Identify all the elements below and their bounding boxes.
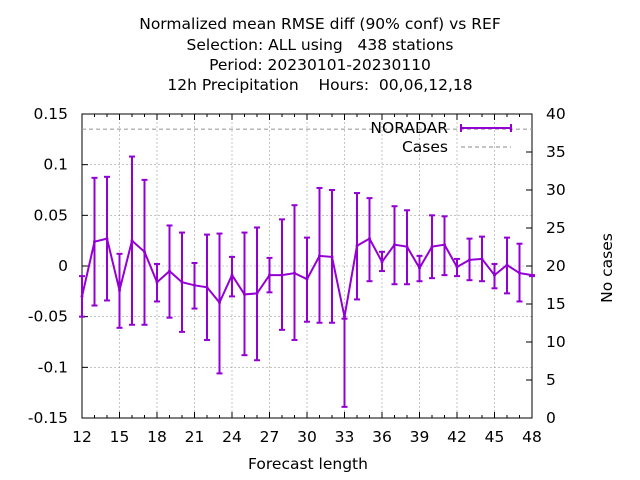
y-tick-label: -0.05 — [28, 308, 68, 326]
noradar-point — [393, 243, 396, 247]
noradar-point — [230, 273, 234, 277]
title-line-3: Period: 20230101-20230110 — [209, 56, 431, 74]
y2-tick-label: 40 — [546, 105, 566, 123]
y2-tick-label: 20 — [546, 257, 566, 275]
noradar-point — [168, 269, 171, 273]
noradar-point — [218, 300, 221, 304]
noradar-point — [280, 273, 284, 277]
y2-tick-label: 15 — [546, 295, 566, 313]
title-line-2: Selection: ALL using 438 stations — [186, 36, 454, 54]
y2-tick-label: 0 — [546, 409, 556, 427]
legend-label-cases: Cases — [402, 138, 448, 156]
noradar-point — [380, 260, 384, 264]
noradar-point — [493, 273, 496, 277]
x-tick-label: 21 — [185, 428, 205, 446]
x-tick-label: 24 — [222, 428, 242, 446]
y2-tick-label: 25 — [546, 219, 566, 237]
noradar-point — [468, 258, 471, 262]
title-line-1: Normalized mean RMSE diff (90% conf) vs … — [139, 15, 501, 33]
noradar-point — [405, 245, 409, 249]
noradar-point — [418, 266, 421, 270]
noradar-point — [368, 237, 371, 241]
y2-axis-label: No cases — [598, 233, 616, 303]
y-tick-label: 0.15 — [33, 105, 68, 123]
x-tick-label: 30 — [297, 428, 317, 446]
y-tick-label: 0 — [58, 257, 68, 275]
noradar-point — [105, 237, 109, 241]
x-tick-label: 42 — [447, 428, 467, 446]
noradar-point — [93, 240, 96, 244]
noradar-point — [180, 280, 184, 284]
y-tick-label: 0.05 — [33, 206, 68, 224]
noradar-point — [505, 263, 509, 267]
x-tick-label: 36 — [372, 428, 392, 446]
x-tick-label: 18 — [147, 428, 167, 446]
y-tick-label: -0.15 — [28, 409, 68, 427]
x-tick-label: 12 — [72, 428, 92, 446]
noradar-point — [530, 273, 534, 277]
noradar-point — [330, 255, 334, 259]
noradar-point — [355, 244, 359, 248]
noradar-point — [130, 239, 134, 243]
noradar-point — [118, 288, 121, 292]
x-axis-label: Forecast length — [248, 455, 368, 473]
noradar-point — [143, 250, 146, 254]
y-tick-label: 0.1 — [43, 156, 68, 174]
noradar-point — [255, 291, 259, 295]
noradar-point — [443, 243, 446, 247]
y-tick-label: -0.1 — [38, 358, 68, 376]
noradar-point — [455, 265, 459, 269]
noradar-point — [80, 294, 84, 298]
x-tick-label: 33 — [335, 428, 355, 446]
noradar-point — [518, 271, 521, 275]
noradar-point — [430, 245, 434, 249]
y2-tick-label: 35 — [546, 143, 566, 161]
noradar-point — [480, 257, 484, 261]
x-tick-label: 48 — [522, 428, 542, 446]
y2-tick-label: 5 — [546, 371, 556, 389]
x-tick-label: 45 — [485, 428, 505, 446]
legend-label-noradar: NORADAR — [370, 119, 448, 137]
x-tick-label: 27 — [260, 428, 280, 446]
x-tick-label: 39 — [410, 428, 430, 446]
y2-tick-label: 10 — [546, 333, 566, 351]
y2-tick-label: 30 — [546, 181, 566, 199]
title-line-4: 12h Precipitation Hours: 00,06,12,18 — [167, 76, 473, 94]
x-tick-label: 15 — [110, 428, 130, 446]
noradar-point — [318, 254, 321, 258]
noradar-point — [293, 271, 296, 275]
noradar-point — [305, 277, 309, 281]
noradar-point — [243, 292, 246, 296]
noradar-point — [193, 283, 196, 287]
noradar-point — [155, 280, 159, 284]
noradar-point — [268, 273, 271, 277]
noradar-point — [205, 285, 209, 289]
noradar-point — [343, 315, 346, 319]
